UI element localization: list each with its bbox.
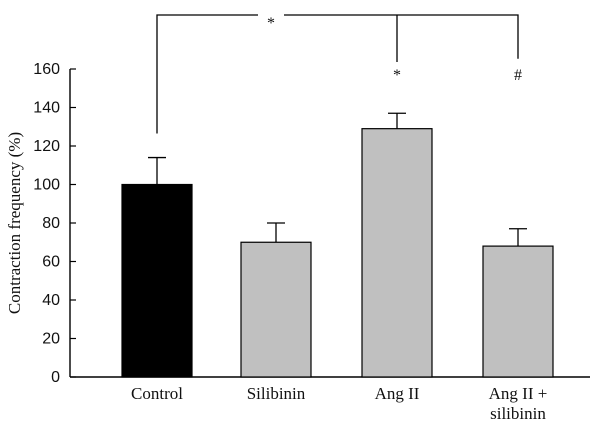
x-category-label: silibinin — [490, 404, 546, 423]
y-tick-label: 60 — [42, 254, 60, 271]
error-bars — [148, 112, 527, 247]
y-tick-label: 160 — [33, 61, 60, 78]
bars — [121, 128, 554, 378]
significance-bracket — [156, 14, 519, 134]
y-axis: 0 20 40 60 80 100 120 140 160 — [33, 61, 76, 386]
y-tick-label: 40 — [42, 292, 60, 309]
bar — [240, 241, 312, 378]
y-tick-label: 140 — [33, 100, 60, 117]
significance-annotations: * * # — [156, 7, 522, 134]
y-tick-label: 0 — [51, 369, 60, 386]
bar — [121, 183, 193, 378]
x-category-label: Ang II — [375, 384, 420, 403]
category-labels: Control Silibinin Ang II Ang II +silibinin — [131, 384, 547, 423]
y-tick-label: 120 — [33, 138, 60, 155]
x-category-label: Control — [131, 384, 183, 403]
y-tick-label: 100 — [33, 177, 60, 194]
angii-significance-label: * — [393, 67, 401, 84]
bracket-significance-label: * — [267, 15, 275, 32]
y-axis-title: Contraction frequency (%) — [5, 132, 24, 314]
x-category-label: Ang II + — [489, 384, 548, 403]
x-category-label: Silibinin — [247, 384, 306, 403]
combo-significance-label: # — [514, 67, 522, 84]
bar — [482, 245, 554, 378]
y-tick-label: 80 — [42, 215, 60, 232]
bracket-label-gap — [258, 7, 284, 23]
y-tick-label: 20 — [42, 331, 60, 348]
bar — [361, 128, 433, 378]
